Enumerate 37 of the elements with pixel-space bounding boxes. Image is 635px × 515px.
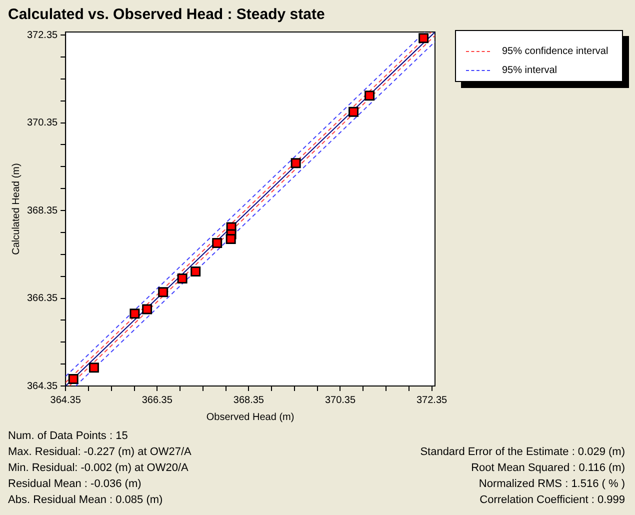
text: Min. Residual: -0.002 (m) at OW20/A bbox=[8, 461, 190, 476]
y-tick-label: 368.35 bbox=[26, 205, 58, 216]
point bbox=[364, 90, 375, 101]
point bbox=[348, 106, 359, 117]
point bbox=[130, 308, 140, 319]
x-axis-title: Observed Head (m) bbox=[206, 412, 294, 423]
legend-label: 95% confidence interval bbox=[502, 46, 608, 57]
y-tick-label: 366.35 bbox=[26, 293, 58, 304]
x-tick-label: 372.35 bbox=[416, 394, 448, 406]
point bbox=[158, 287, 168, 298]
x-tick-label: 366.35 bbox=[142, 394, 173, 406]
point bbox=[68, 374, 78, 384]
text: Residual Mean : -0.036 (m) bbox=[8, 477, 142, 492]
text: Correlation Coefficient : 0.999 bbox=[478, 493, 625, 508]
point bbox=[226, 234, 236, 244]
point bbox=[190, 266, 201, 276]
point bbox=[88, 362, 99, 373]
text: Abs. Residual Mean : 0.085 (m) bbox=[8, 493, 164, 508]
point bbox=[142, 304, 152, 314]
x-tick-label: 368.35 bbox=[233, 394, 264, 406]
x-tick-label: 364.35 bbox=[50, 394, 82, 406]
text: Num. of Data Points : 15 bbox=[8, 429, 129, 444]
legend-label: 95% interval bbox=[502, 65, 558, 76]
y-tick-label: 372.35 bbox=[26, 30, 58, 41]
y-tick-label: 370.35 bbox=[26, 118, 58, 129]
point bbox=[212, 238, 222, 248]
point bbox=[177, 274, 188, 284]
y-axis-title: Calculated Head (m) bbox=[10, 163, 22, 255]
text: Standard Error of the Estimate : 0.029 (m) bbox=[420, 445, 625, 460]
x-tick-label: 370.35 bbox=[324, 394, 356, 406]
text: Normalized RMS : 1.516 ( % ) bbox=[478, 477, 625, 492]
text: Max. Residual: -0.227 (m) at OW27/A bbox=[8, 445, 192, 460]
point bbox=[418, 33, 429, 44]
y-tick-label: 364.35 bbox=[26, 380, 58, 392]
text: Root Mean Squared : 0.116 (m) bbox=[470, 461, 625, 476]
point bbox=[290, 158, 301, 168]
chart-title: Calculated vs. Observed Head : Steady state bbox=[8, 6, 325, 24]
